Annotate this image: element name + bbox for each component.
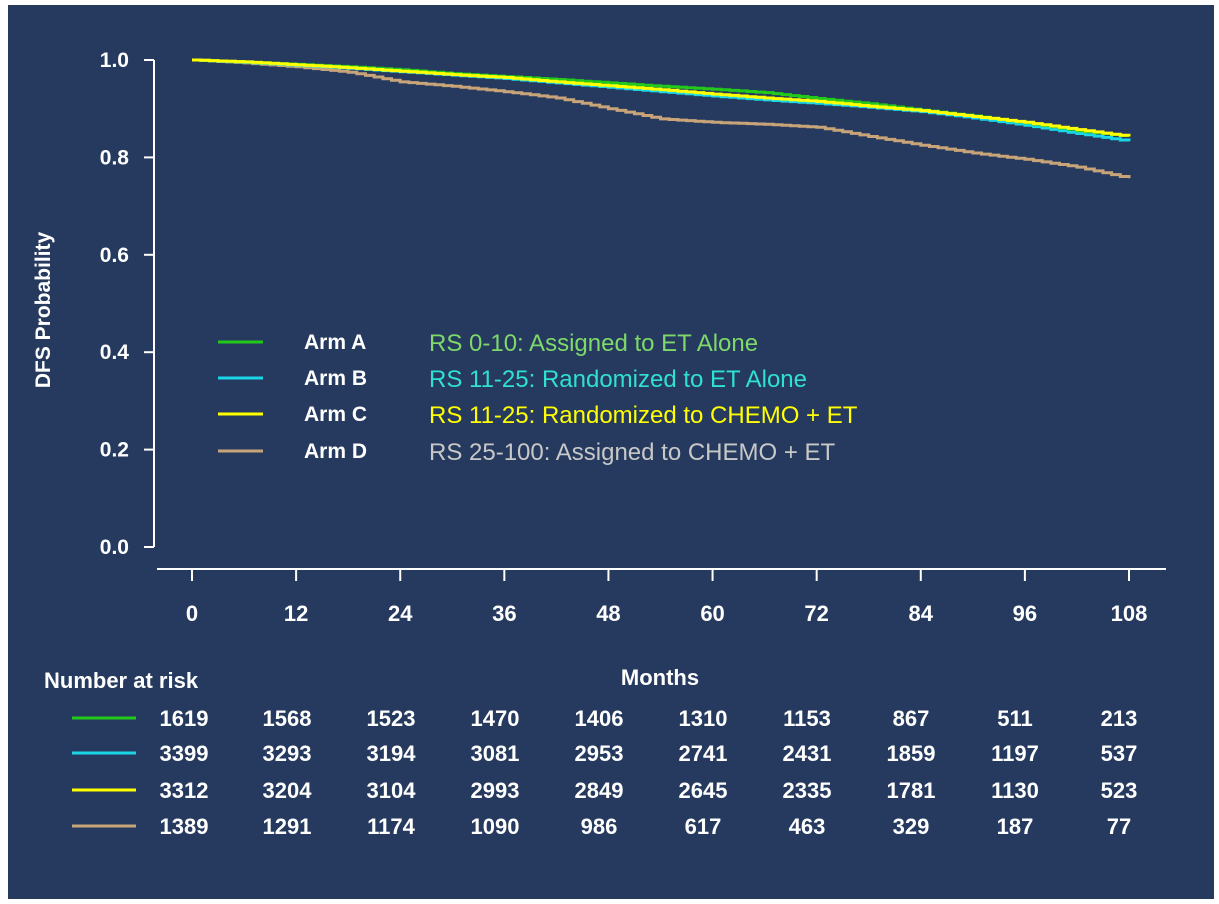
risk-count: 2645 [679,778,728,803]
risk-count: 867 [893,706,930,731]
risk-count: 1130 [991,778,1039,803]
risk-count: 1470 [471,706,520,731]
x-tick-label: 48 [596,601,620,626]
risk-count: 3312 [160,778,209,803]
risk-count: 617 [685,814,722,839]
risk-count: 2953 [575,741,624,766]
series-line-arm-c [192,58,1131,137]
y-tick-label: 0.6 [100,244,129,267]
series-line-arm-d [192,58,1131,179]
y-tick-label: 1.0 [100,49,129,72]
legend-arm-label: Arm A [304,331,366,354]
risk-count: 3293 [263,741,312,766]
y-axis-label: DFS Probability [32,232,55,389]
risk-count: 77 [1107,814,1131,839]
x-tick-label: 24 [388,601,413,626]
risk-count: 1406 [575,706,624,731]
x-tick-label: 84 [909,601,934,626]
risk-count: 1153 [783,706,831,731]
x-tick-label: 0 [186,601,198,626]
risk-count: 213 [1101,706,1138,731]
risk-count: 1568 [263,706,312,731]
risk-count: 329 [893,814,930,839]
x-tick-label: 60 [700,601,724,626]
legend-description: RS 25-100: Assigned to CHEMO + ET [429,439,836,466]
x-tick-label: 108 [1111,601,1148,626]
risk-count: 986 [581,814,618,839]
risk-count: 187 [997,814,1034,839]
risk-count: 3081 [471,741,520,766]
risk-count: 1291 [263,814,312,839]
series-line-arm-b [192,58,1131,142]
legend: Arm A RS 0-10: Assigned to ET Alone Arm B R… [218,330,858,466]
survival-curves [192,58,1131,179]
legend-arm-label: Arm D [304,440,367,463]
number-at-risk-table: 1619 1568 1523 1470 1406 1310 1153 867 511 213 339… [72,706,1137,839]
risk-count: 1310 [679,706,728,731]
risk-count: 3204 [263,778,313,803]
risk-count: 1619 [160,706,209,731]
x-tick-label: 12 [284,601,308,626]
legend-description: RS 11-25: Randomized to ET Alone [429,366,807,393]
legend-description: RS 0-10: Assigned to ET Alone [429,330,758,357]
x-tick-label: 36 [492,601,516,626]
risk-count: 2849 [575,778,624,803]
risk-count: 1090 [471,814,520,839]
risk-count: 3194 [367,741,417,766]
risk-table-title: Number at risk [44,668,199,693]
risk-count: 511 [997,706,1033,731]
risk-count: 537 [1101,741,1138,766]
risk-count: 1781 [887,778,936,803]
risk-count: 2993 [471,778,520,803]
x-tick-label: 72 [804,601,828,626]
risk-count: 1197 [991,741,1039,766]
risk-count: 463 [789,814,826,839]
risk-count: 3399 [160,741,209,766]
chart-panel: 0.0 0.2 0.4 0.6 0.8 1.0 0 12 24 36 48 60 72 84 96 108 A… [8,5,1214,899]
risk-count: 1859 [887,741,936,766]
x-tick-label: 96 [1013,601,1037,626]
axes: 0.0 0.2 0.4 0.6 0.8 1.0 0 12 24 36 48 60 72 84 96 108 [100,49,1166,626]
y-tick-label: 0.2 [100,439,129,462]
risk-count: 3104 [367,778,417,803]
risk-count: 2431 [783,741,832,766]
y-tick-label: 0.8 [100,146,130,169]
risk-count: 1174 [367,814,415,839]
risk-count: 1523 [367,706,416,731]
y-tick-label: 0.0 [100,536,129,559]
y-tick-label: 0.4 [100,341,130,364]
x-axis-label: Months [621,665,699,690]
km-survival-chart: 0.0 0.2 0.4 0.6 0.8 1.0 0 12 24 36 48 60 72 84 96 108 A… [32,49,1166,839]
legend-description: RS 11-25: Randomized to CHEMO + ET [429,402,858,429]
legend-arm-label: Arm C [304,403,367,426]
risk-count: 2741 [679,741,728,766]
risk-count: 2335 [783,778,832,803]
risk-count: 1389 [160,814,209,839]
risk-count: 523 [1101,778,1138,803]
legend-arm-label: Arm B [304,367,367,390]
